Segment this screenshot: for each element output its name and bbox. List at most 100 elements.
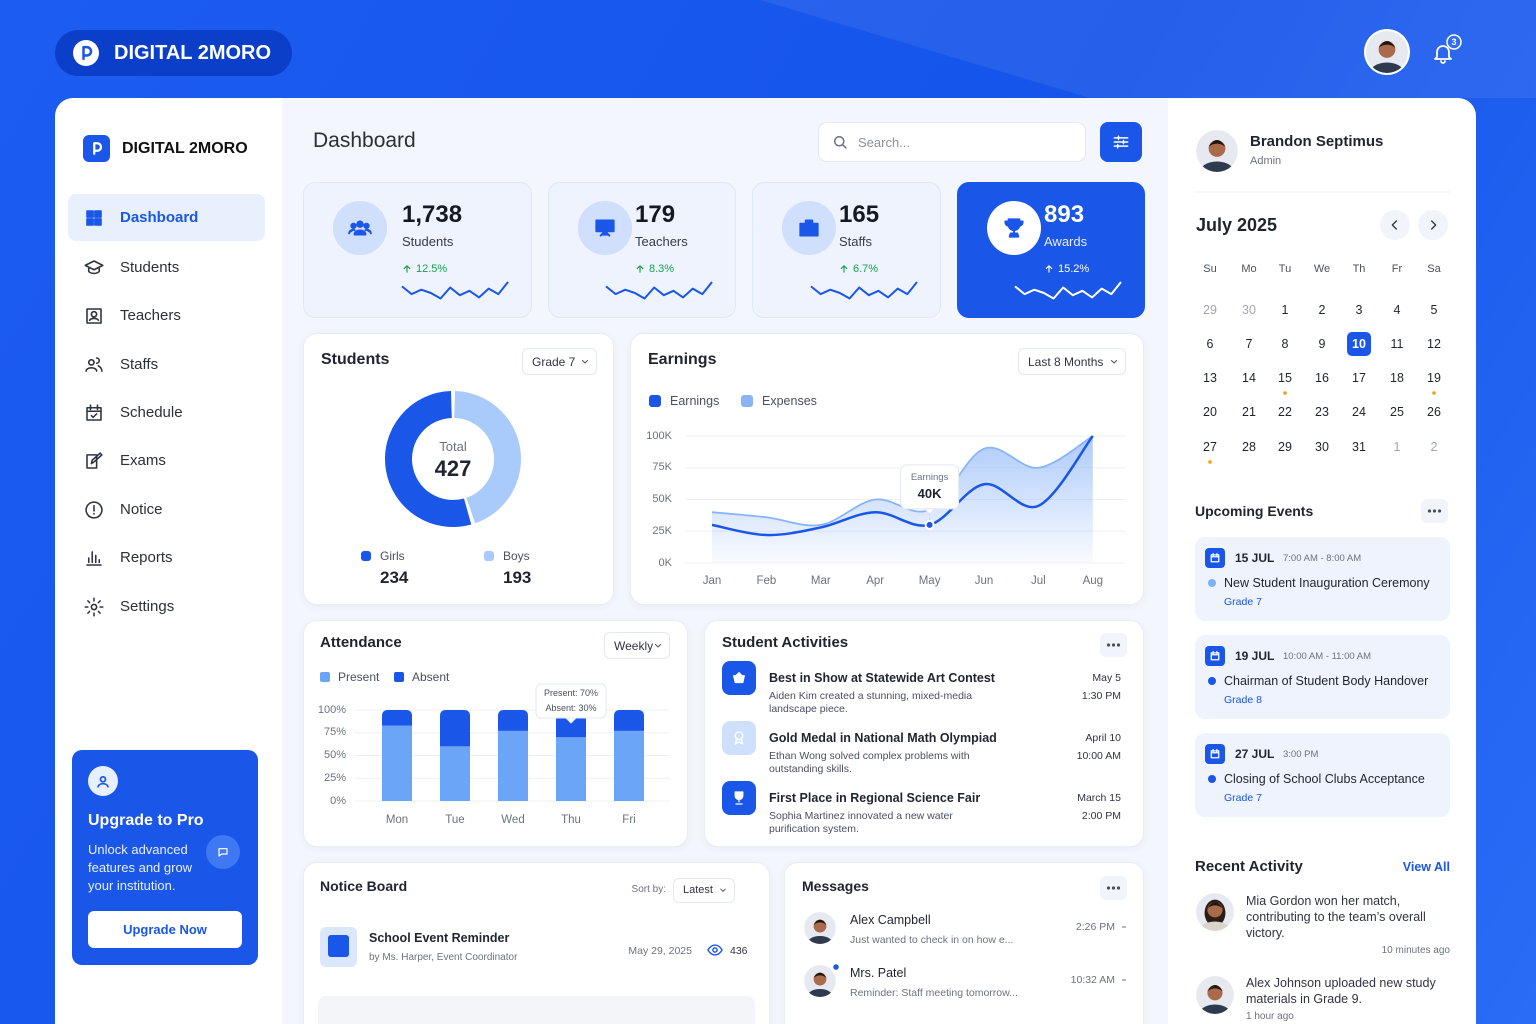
calendar-day[interactable]: 15 <box>1278 370 1292 385</box>
weekday: Th <box>1352 262 1366 275</box>
recent-text: Mia Gordon won her match, contributing t… <box>1246 894 1426 940</box>
card-title: Messages <box>802 877 869 894</box>
stat-label: Awards <box>1044 234 1088 249</box>
event-icon <box>1205 548 1225 568</box>
card-title: Earnings <box>648 351 717 368</box>
card-title: Attendance <box>320 634 402 651</box>
sort-label: Sort by: <box>631 884 666 895</box>
activity-icon <box>722 781 756 815</box>
activity-title: Best in Show at Statewide Art Contest <box>769 670 995 685</box>
x-tick-label: Mon <box>385 814 409 826</box>
weekday: Tu <box>1278 262 1292 275</box>
calendar-day[interactable]: 26 <box>1427 404 1441 419</box>
weekday: Mo <box>1241 262 1257 275</box>
event-card <box>1195 537 1450 621</box>
activity-title: Gold Medal in National Math Olympiad <box>769 730 997 745</box>
more-button[interactable] <box>1421 499 1448 523</box>
dropdown[interactable] <box>1018 348 1126 375</box>
more-button[interactable] <box>1100 633 1127 657</box>
stat-change: 6.7% <box>853 262 879 275</box>
y-tick-label: 0% <box>330 794 346 807</box>
upgrade-button[interactable] <box>88 911 242 948</box>
calendar-day[interactable]: 13 <box>1203 370 1217 385</box>
activity-icon <box>722 721 756 755</box>
notice-by: by Ms. Harper, Event Coordinator <box>369 952 518 963</box>
calendar-day[interactable]: 20 <box>1203 404 1217 419</box>
calendar-day[interactable]: 8 <box>1281 336 1289 351</box>
calendar-day[interactable]: 27 <box>1203 439 1217 454</box>
legend-label: Girls <box>380 549 405 563</box>
y-tick-label: 0K <box>658 556 672 569</box>
calendar-day[interactable]: 23 <box>1315 404 1329 419</box>
x-tick-label: Mar <box>810 575 831 587</box>
calendar-day[interactable]: 22 <box>1278 404 1292 419</box>
calendar-day[interactable]: 16 <box>1315 370 1329 385</box>
calendar-day[interactable]: 2 <box>1318 302 1326 317</box>
view-all-link[interactable]: View All <box>1402 859 1450 874</box>
notice-placeholder <box>318 996 755 1024</box>
calendar-day[interactable]: 29 <box>1278 439 1292 454</box>
upgrade-button-label[interactable]: Upgrade Now <box>123 922 207 937</box>
menu-item[interactable]: Schedule <box>120 404 183 421</box>
calendar-day[interactable]: 3 <box>1355 302 1363 317</box>
calendar-month: July 2025 <box>1196 215 1278 235</box>
event-date: 27 JUL <box>1235 747 1275 761</box>
event-card <box>1195 635 1450 719</box>
sidebar-logo <box>83 135 110 162</box>
calendar-day[interactable]: 7 <box>1245 336 1253 351</box>
menu-item[interactable]: Students <box>120 259 180 276</box>
calendar-day[interactable]: 5 <box>1430 302 1438 317</box>
menu-item[interactable]: Settings <box>120 598 175 615</box>
calendar-day[interactable]: 17 <box>1352 370 1366 385</box>
x-tick-label: Feb <box>756 575 777 587</box>
menu-item[interactable]: Reports <box>120 549 173 566</box>
calendar-day[interactable]: 30 <box>1242 302 1256 317</box>
calendar-day[interactable]: 21 <box>1242 404 1256 419</box>
calendar-day[interactable]: 9 <box>1318 336 1326 351</box>
calendar-day[interactable]: 11 <box>1390 336 1404 351</box>
menu-item[interactable]: Dashboard <box>120 209 199 226</box>
calendar-day[interactable]: 31 <box>1352 439 1366 454</box>
calendar-day[interactable]: 2 <box>1430 439 1438 454</box>
y-tick-label: 25% <box>323 771 346 784</box>
stat-change: 8.3% <box>649 262 675 275</box>
calendar-day[interactable]: 6 <box>1206 336 1214 351</box>
message-text: Reminder: Staff meeting tomorrow... <box>850 987 1018 999</box>
calendar-day[interactable]: 30 <box>1315 439 1329 454</box>
weekday: Su <box>1203 262 1217 275</box>
dropdown-label[interactable]: Latest <box>683 883 713 896</box>
calendar-day[interactable]: 1 <box>1281 302 1289 317</box>
activity-date: March 15 <box>1077 792 1121 804</box>
filter-button[interactable] <box>1100 122 1142 162</box>
menu-item[interactable]: Staffs <box>120 356 159 373</box>
more-button[interactable] <box>1100 876 1127 900</box>
activity-title: First Place in Regional Science Fair <box>769 790 981 805</box>
calendar-day[interactable]: 19 <box>1427 370 1441 385</box>
menu-item[interactable]: Exams <box>120 452 166 469</box>
calendar-day[interactable]: 29 <box>1203 302 1217 317</box>
calendar-day[interactable]: 4 <box>1393 302 1401 317</box>
activity-text: Sophia Martinez innovated a new water pu… <box>769 809 953 835</box>
calendar-day[interactable]: 12 <box>1427 336 1441 351</box>
dropdown-label[interactable]: Last 8 Months <box>1028 354 1104 369</box>
dropdown-label[interactable]: Weekly <box>614 638 654 653</box>
calendar-day[interactable]: 24 <box>1352 404 1366 419</box>
x-tick-label: Tue <box>445 814 465 826</box>
menu-item[interactable]: Teachers <box>120 307 181 324</box>
icon <box>1434 45 1452 64</box>
recent-text: Alex Johnson uploaded new study material… <box>1246 976 1436 1006</box>
calendar-day[interactable]: 10 <box>1352 336 1366 351</box>
y-tick-label: 50K <box>652 493 672 505</box>
weekday: We <box>1313 262 1331 275</box>
notice-icon <box>320 927 357 967</box>
search-box[interactable] <box>818 122 1086 162</box>
calendar-day[interactable]: 28 <box>1242 439 1256 454</box>
calendar-day[interactable]: 18 <box>1390 370 1404 385</box>
dropdown-label[interactable]: Grade 7 <box>532 354 576 369</box>
calendar-day[interactable]: 25 <box>1390 404 1404 419</box>
calendar-day[interactable]: 14 <box>1242 370 1256 385</box>
menu-item[interactable]: Notice <box>120 501 163 518</box>
stat-value: 1,738 <box>402 201 463 228</box>
calendar-day[interactable]: 1 <box>1393 439 1401 454</box>
x-tick-label: Fri <box>622 814 636 826</box>
